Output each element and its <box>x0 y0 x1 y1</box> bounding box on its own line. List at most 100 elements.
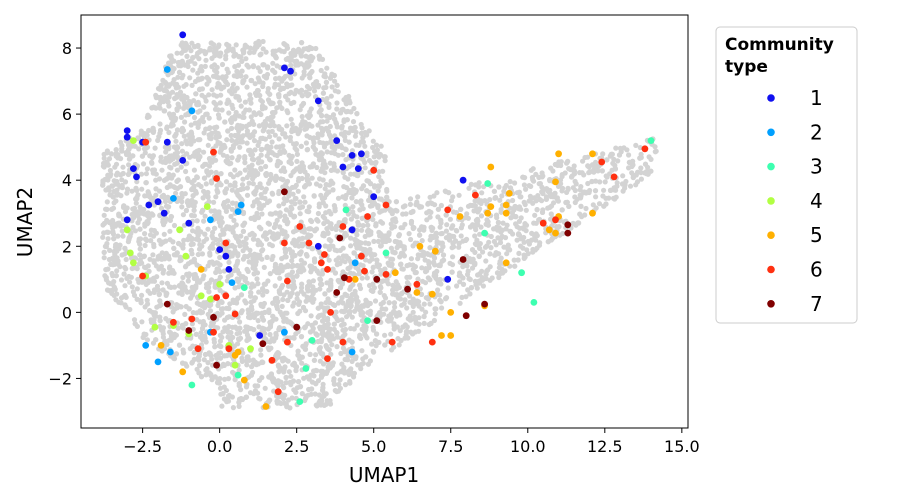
background-point <box>206 199 212 205</box>
background-point <box>397 261 404 268</box>
background-point <box>321 391 327 397</box>
background-point <box>237 243 243 249</box>
background-point <box>324 65 330 71</box>
background-point <box>315 338 321 345</box>
background-point <box>231 244 238 250</box>
background-point <box>233 93 239 99</box>
background-point <box>316 392 322 398</box>
background-point <box>158 154 164 160</box>
background-point <box>226 249 233 255</box>
background-point <box>152 145 158 151</box>
background-point <box>279 268 285 274</box>
background-point <box>297 384 304 390</box>
background-point <box>288 373 294 379</box>
background-point <box>359 130 365 136</box>
background-point <box>364 188 370 194</box>
background-point <box>398 225 404 231</box>
background-point <box>450 254 456 260</box>
background-point <box>203 181 209 187</box>
background-point <box>560 185 566 191</box>
background-point <box>237 319 243 325</box>
background-point <box>268 101 274 107</box>
background-point <box>296 176 302 182</box>
background-point <box>256 205 262 211</box>
background-point <box>372 298 379 304</box>
background-point <box>311 368 317 374</box>
background-point <box>205 284 212 290</box>
background-point <box>174 167 180 173</box>
background-point <box>101 212 107 218</box>
background-point <box>248 299 254 305</box>
background-point <box>213 102 219 108</box>
background-point <box>310 278 316 284</box>
background-point <box>377 209 383 215</box>
background-point <box>208 132 214 138</box>
background-point <box>369 256 375 262</box>
background-point <box>320 213 326 220</box>
background-point <box>120 164 126 170</box>
background-point <box>253 40 259 47</box>
background-point <box>502 235 509 241</box>
background-point <box>215 209 221 215</box>
background-point <box>323 182 329 188</box>
background-point <box>473 281 479 288</box>
background-point <box>431 255 438 261</box>
background-point <box>347 308 353 314</box>
background-point <box>306 181 312 187</box>
background-point <box>429 200 435 207</box>
background-point <box>456 240 462 246</box>
background-point <box>101 220 107 227</box>
background-point <box>381 237 387 244</box>
background-point <box>425 259 432 265</box>
background-point <box>151 228 157 234</box>
background-point <box>378 243 384 249</box>
background-point <box>315 210 321 217</box>
background-point <box>215 241 221 247</box>
background-point <box>191 98 197 104</box>
background-point <box>147 277 154 283</box>
background-point <box>312 147 318 153</box>
background-point <box>114 268 120 274</box>
background-point <box>255 215 262 221</box>
background-point <box>593 159 599 165</box>
background-point <box>260 46 266 52</box>
background-point <box>465 215 471 221</box>
background-point <box>311 135 317 141</box>
background-point <box>230 200 236 206</box>
background-point <box>259 211 265 217</box>
background-point <box>264 254 270 260</box>
background-point <box>615 158 621 164</box>
background-point <box>223 208 229 214</box>
background-point <box>522 221 528 227</box>
background-point <box>511 257 517 263</box>
background-point <box>529 230 535 236</box>
background-point <box>198 183 204 190</box>
background-point <box>242 167 248 173</box>
background-point <box>189 197 195 204</box>
background-point <box>284 123 290 129</box>
background-point <box>348 284 354 290</box>
background-point <box>282 249 289 255</box>
background-point <box>137 241 143 247</box>
background-point <box>299 114 305 120</box>
background-point <box>225 329 231 335</box>
background-point <box>570 220 576 226</box>
background-point <box>303 251 309 258</box>
background-point <box>279 282 286 289</box>
background-point <box>211 336 217 343</box>
background-point <box>107 247 113 253</box>
background-point <box>638 170 644 176</box>
background-point <box>198 374 205 380</box>
background-point <box>112 244 119 250</box>
background-point <box>243 384 250 390</box>
background-point <box>205 142 211 148</box>
background-point <box>191 114 198 121</box>
background-point <box>589 178 595 185</box>
background-point <box>321 231 327 237</box>
background-point <box>181 350 187 356</box>
background-point <box>371 183 378 189</box>
background-point <box>314 332 320 338</box>
background-point <box>185 59 191 65</box>
background-point <box>367 308 373 314</box>
background-point <box>104 229 110 235</box>
